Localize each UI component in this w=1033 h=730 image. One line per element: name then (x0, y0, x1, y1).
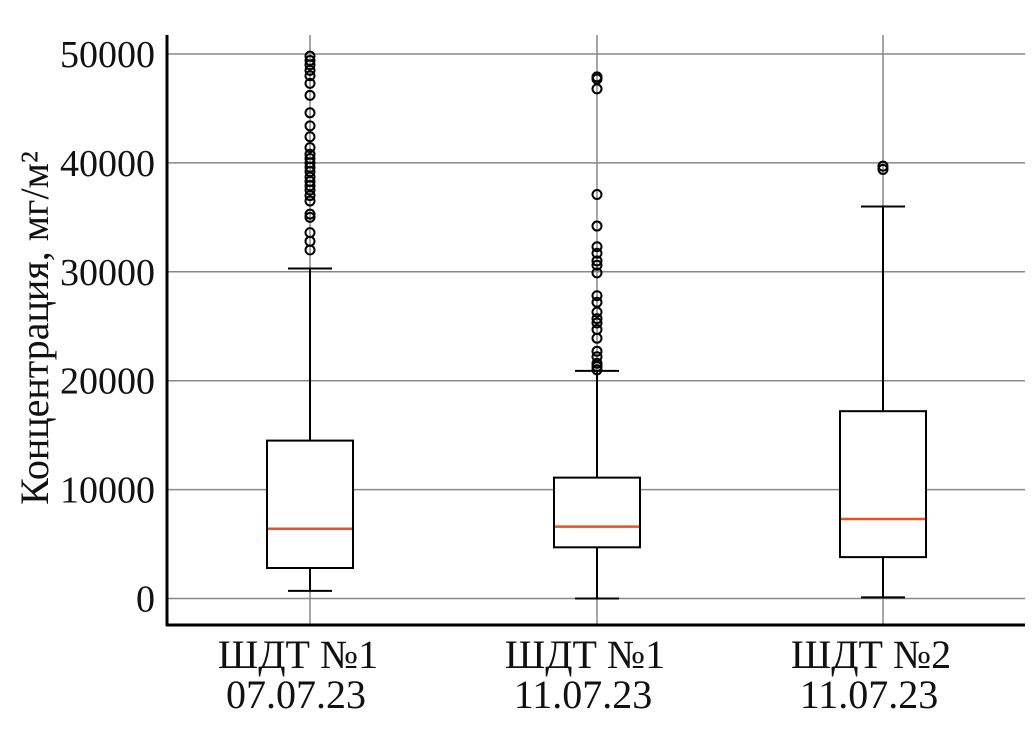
outlier-point (591, 247, 603, 259)
outlier-point (591, 241, 603, 253)
boxes (266, 50, 927, 600)
outlier-point (304, 70, 316, 82)
category-label-name: ШДТ №1 (218, 632, 378, 677)
outlier-point (304, 208, 316, 220)
y-tick-label: 30000 (60, 252, 155, 294)
y-tick-label: 10000 (60, 470, 155, 512)
outlier-point (304, 227, 316, 239)
outlier-point (591, 255, 603, 267)
outlier-point (304, 142, 316, 154)
category-label-name: ШДТ №2 (791, 632, 951, 677)
category-label-date: 07.07.23 (226, 672, 366, 717)
outlier-point (304, 120, 316, 132)
outlier-point (877, 160, 889, 172)
box-group (553, 71, 641, 600)
outlier-point (877, 163, 889, 175)
category-label-date: 11.07.23 (800, 672, 939, 717)
outlier-point (591, 290, 603, 302)
outlier-point (304, 195, 316, 207)
outlier-point (304, 77, 316, 89)
outlier-point (591, 313, 603, 325)
outlier-point (304, 50, 316, 62)
outlier-point (304, 148, 316, 160)
outlier-point (591, 324, 603, 336)
box-group (839, 160, 927, 599)
iqr-box (839, 410, 927, 559)
iqr-box (553, 476, 641, 549)
outlier-point (304, 89, 316, 101)
outlier-point (591, 71, 603, 83)
y-tick-label: 50000 (60, 34, 155, 76)
y-tick-label: 0 (136, 579, 155, 621)
outlier-point (304, 153, 316, 165)
outlier-point (591, 317, 603, 329)
outlier-point (591, 220, 603, 232)
outlier-point (304, 211, 316, 223)
outlier-point (591, 296, 603, 308)
axes (165, 35, 1025, 627)
y-axis-label: Концентрация, мг/м² (12, 151, 57, 505)
y-tick-label: 20000 (60, 361, 155, 403)
outlier-point (591, 351, 603, 363)
iqr-box (266, 439, 354, 570)
outlier-point (304, 131, 316, 143)
outlier-point (591, 259, 603, 271)
box-group (266, 50, 354, 592)
outlier-point (591, 357, 603, 369)
outlier-point (304, 107, 316, 119)
outlier-point (304, 55, 316, 67)
outlier-point (591, 364, 603, 376)
y-tick-label: 40000 (60, 143, 155, 185)
category-label-name: ШДТ №1 (505, 632, 665, 677)
outlier-point (591, 345, 603, 357)
y-tick-labels: 0 10000 20000 30000 40000 50000 (60, 34, 155, 621)
outlier-point (591, 267, 603, 279)
outlier-point (591, 188, 603, 200)
category-label-date: 11.07.23 (514, 672, 653, 717)
